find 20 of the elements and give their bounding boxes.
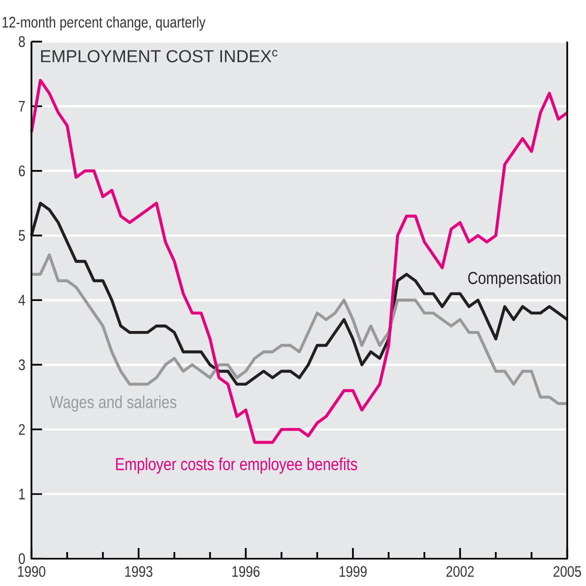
y-tick-label: 3 <box>18 359 25 370</box>
series-label: Wages and salaries <box>50 396 176 412</box>
y-tick-label: 0 <box>18 553 25 564</box>
y-tick-label: 2 <box>18 424 25 435</box>
y-tick-label: 7 <box>18 101 25 112</box>
x-tick-label: 1990 <box>18 566 46 578</box>
x-tick-label: 2005 <box>554 566 582 578</box>
y-tick-label: 1 <box>19 488 25 500</box>
y-tick-label: 4 <box>18 295 26 306</box>
x-tick-label: 1996 <box>232 566 260 578</box>
y-tick-label: 8 <box>18 36 25 48</box>
x-tick-label: 1999 <box>340 566 367 578</box>
series-label: Employer costs for employee benefits <box>116 458 358 474</box>
x-tick-label: 2002 <box>446 566 474 578</box>
y-tick-label: 6 <box>18 166 25 176</box>
y-axis-title: 12-month percent change, quarterly <box>2 16 206 31</box>
x-tick-label: 1993 <box>125 566 152 578</box>
chart-title: EMPLOYMENT COST INDEX$^{c}$ <box>41 50 278 62</box>
y-tick-label: 5 <box>18 230 25 241</box>
series-label: Compensation <box>468 272 560 288</box>
